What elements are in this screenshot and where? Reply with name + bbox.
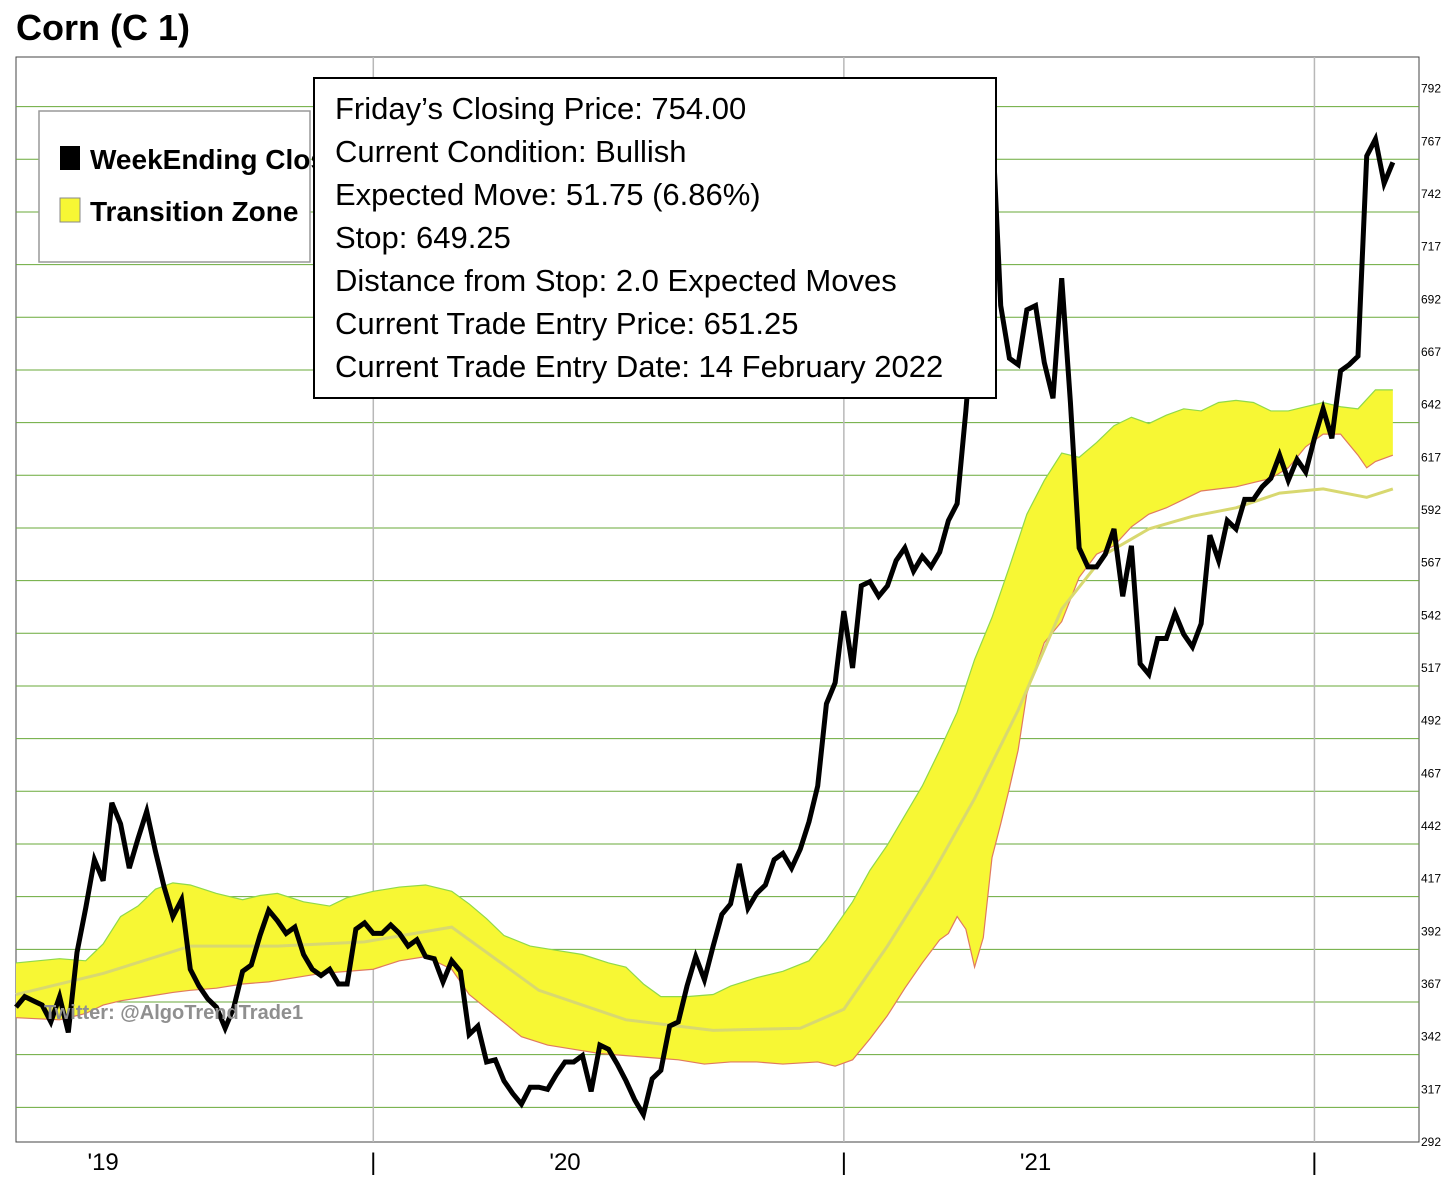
info-closing-price: Friday’s Closing Price: 754.00 xyxy=(335,91,746,126)
y-tick-label: 317 xyxy=(1421,1082,1441,1096)
y-tick-label: 492 xyxy=(1421,714,1441,728)
y-tick-label: 642 xyxy=(1421,398,1441,412)
x-tick-label: | xyxy=(1311,1149,1317,1176)
x-tick-label: '19 xyxy=(88,1149,119,1176)
y-tick-label: 767 xyxy=(1421,134,1441,148)
y-tick-label: 792 xyxy=(1421,82,1441,96)
info-stop: Stop: 649.25 xyxy=(335,220,511,255)
x-tick-label: '21 xyxy=(1020,1149,1051,1176)
y-tick-label: 442 xyxy=(1421,819,1441,833)
weekending-close-line xyxy=(14,117,1396,1122)
info-distance-from-stop: Distance from Stop: 2.0 Expected Moves xyxy=(335,263,897,298)
x-axis-ticks: '19 | '20 | '21 | xyxy=(88,1149,1318,1176)
y-tick-label: 342 xyxy=(1421,1030,1441,1044)
y-tick-label: 667 xyxy=(1421,345,1441,359)
y-tick-label: 292 xyxy=(1421,1135,1441,1149)
y-tick-label: 417 xyxy=(1421,872,1441,886)
y-tick-label: 467 xyxy=(1421,766,1441,780)
y-tick-label: 367 xyxy=(1421,977,1441,991)
info-box: Friday’s Closing Price: 754.00 Current C… xyxy=(313,77,997,399)
legend-swatch-zone xyxy=(59,197,81,223)
info-expected-move: Expected Move: 51.75 (6.86%) xyxy=(335,177,761,212)
y-tick-label: 717 xyxy=(1421,240,1441,254)
y-tick-label: 542 xyxy=(1421,608,1441,622)
y-tick-label: 617 xyxy=(1421,450,1441,464)
info-current-condition: Current Condition: Bullish xyxy=(335,134,687,169)
weekending-close-series xyxy=(14,117,1396,1122)
transition-zone-lower xyxy=(15,433,1394,1067)
legend-label-close: WeekEnding Close xyxy=(90,144,342,175)
x-tick-label: | xyxy=(370,1149,376,1176)
transition-zone-upper xyxy=(15,389,1393,998)
y-tick-label: 592 xyxy=(1421,503,1441,517)
info-box-frame xyxy=(313,77,997,399)
legend: WeekEnding Close Transition Zone xyxy=(38,110,342,263)
info-entry-date: Current Trade Entry Date: 14 February 20… xyxy=(335,349,943,384)
x-tick-label: | xyxy=(841,1149,847,1176)
legend-swatch-close xyxy=(60,146,80,170)
y-tick-label: 742 xyxy=(1421,187,1441,201)
y-axis-ticks: 292 317 342 367 392 417 442 467 492 517 542 567 592 6… xyxy=(1421,82,1441,1149)
chart-title: Corn (C 1) xyxy=(16,7,190,48)
y-tick-label: 567 xyxy=(1421,556,1441,570)
legend-label-zone: Transition Zone xyxy=(90,196,298,227)
y-tick-label: 392 xyxy=(1421,924,1441,938)
y-tick-label: 517 xyxy=(1421,661,1441,675)
watermark: Twitter: @AlgoTrendTrade1 xyxy=(44,1002,303,1024)
transition-zone-fill xyxy=(16,389,1393,1067)
legend-box xyxy=(38,110,311,263)
x-tick-label: '20 xyxy=(549,1149,580,1176)
info-entry-price: Current Trade Entry Price: 651.25 xyxy=(335,306,799,341)
y-tick-label: 692 xyxy=(1421,292,1441,306)
